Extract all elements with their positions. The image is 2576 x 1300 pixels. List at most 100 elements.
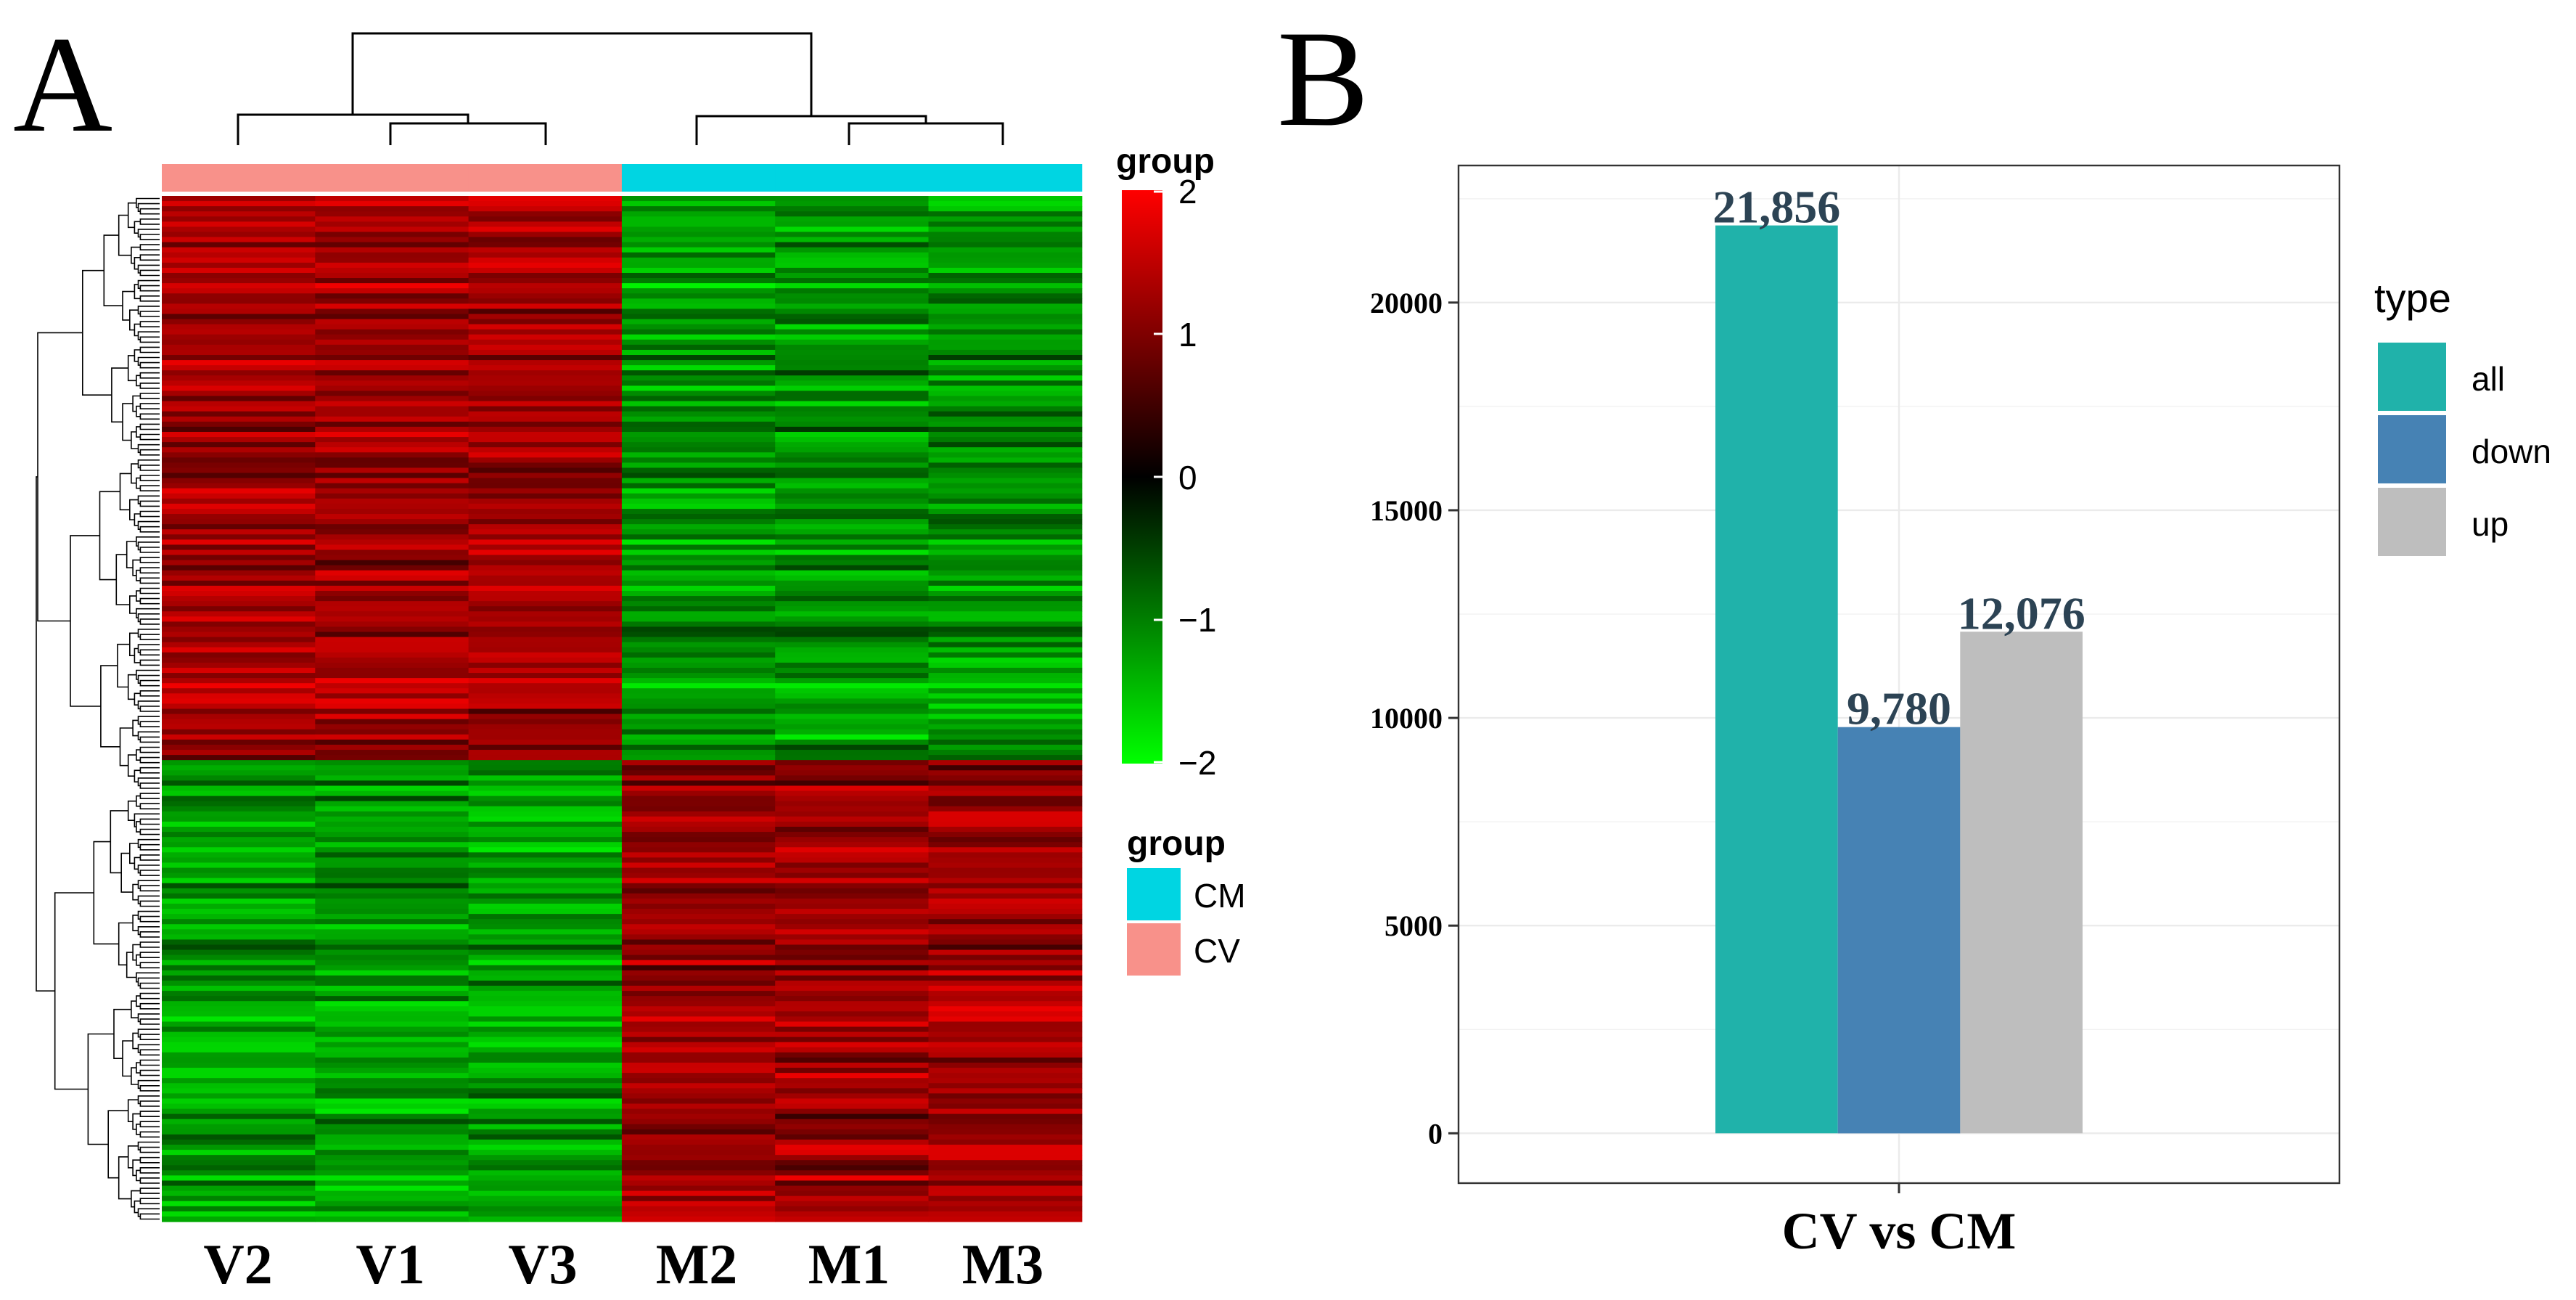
heatmap-column-labels: V2 V1 V3 M2 M1 M3 (203, 1232, 1043, 1296)
heatmap-cell (468, 1088, 623, 1094)
heatmap-cell (315, 467, 469, 474)
heatmap-cell (775, 401, 930, 407)
heatmap-cell (775, 339, 930, 346)
heatmap-cell (775, 447, 930, 453)
heatmap-cell (775, 903, 930, 909)
heatmap-cell (621, 1180, 776, 1187)
row-dendrogram-link (139, 931, 160, 938)
heatmap-cell (162, 801, 316, 807)
heatmap-cell (621, 308, 776, 315)
row-dendrogram-link (127, 674, 136, 700)
heatmap-cell (621, 909, 776, 915)
heatmap-cell (468, 898, 623, 904)
heatmap-cell (162, 698, 316, 705)
heatmap-cell (928, 498, 1083, 504)
row-dendrogram-link (110, 810, 128, 874)
heatmap-cell (162, 626, 316, 633)
heatmap-cell (162, 708, 316, 715)
heatmap-cell (468, 1026, 623, 1033)
row-dendrogram-link (139, 234, 160, 240)
heatmap-cell (621, 1088, 776, 1094)
heatmap-cell (621, 211, 776, 217)
heatmap-cell (468, 1134, 623, 1140)
heatmap-cell (928, 473, 1083, 479)
heatmap-cell (315, 975, 469, 981)
heatmap-cell (928, 893, 1083, 899)
heatmap-cell (162, 893, 316, 899)
heatmap-cell (928, 631, 1083, 638)
heatmap-cell (162, 657, 316, 663)
heatmap-cell (928, 1211, 1083, 1217)
heatmap-cell (315, 1165, 469, 1171)
heatmap-cell (621, 965, 776, 971)
heatmap-cell (162, 852, 316, 858)
heatmap-cell (775, 872, 930, 879)
heatmap-cell (468, 288, 623, 294)
heatmap-cell (928, 360, 1083, 366)
heatmap-cell (315, 939, 469, 946)
row-dendrogram-link (136, 590, 141, 602)
heatmap-cell (775, 580, 930, 586)
row-dendrogram-link (119, 727, 134, 766)
heatmap-cell (928, 1093, 1083, 1100)
heatmap-cell (315, 673, 469, 679)
heatmap-cell (928, 575, 1083, 581)
heatmap-cell (468, 939, 623, 946)
heatmap-cell (162, 498, 316, 504)
row-dendrogram-link (137, 880, 160, 889)
row-dendrogram-link (139, 1146, 160, 1153)
heatmap-cell (621, 493, 776, 499)
heatmap-cell (775, 1201, 930, 1207)
heatmap-cell (928, 1185, 1083, 1192)
heatmap-cell (468, 1113, 623, 1120)
bar-up (1960, 631, 2083, 1134)
heatmap-cell (315, 744, 469, 751)
heatmap-cell (162, 631, 316, 638)
heatmap-cell (162, 385, 316, 392)
heatmap-cell (315, 226, 469, 233)
row-dendrogram-link (139, 321, 160, 327)
heatmap-cell (468, 991, 623, 997)
row-dendrogram-link (139, 1111, 160, 1117)
heatmap-cell (315, 708, 469, 715)
heatmap-cell (315, 360, 469, 366)
row-dendrogram-link (137, 731, 160, 740)
heatmap-cell (315, 862, 469, 869)
heatmap-cell (315, 637, 469, 643)
heatmap-cell (162, 232, 316, 238)
heatmap-cell (621, 1011, 776, 1018)
row-dendrogram-link (139, 854, 160, 861)
heatmap-cell (621, 365, 776, 371)
colorbar-tick-label-neg1: −1 (1178, 601, 1216, 639)
heatmap-cell (162, 421, 316, 428)
heatmap-cell (775, 867, 930, 874)
heatmap-cell (775, 1216, 930, 1222)
heatmap-cell (468, 1119, 623, 1125)
heatmap-cell (775, 821, 930, 827)
heatmap-cell (468, 1124, 623, 1130)
heatmap-cell (315, 1134, 469, 1140)
heatmap-cell (315, 524, 469, 530)
heatmap-cell (928, 708, 1083, 715)
heatmap-cell (468, 826, 623, 833)
heatmap-cell (621, 591, 776, 597)
heatmap-cell (775, 272, 930, 279)
row-dendrogram-link (136, 749, 141, 761)
row-dendrogram-link (137, 977, 160, 986)
heatmap-cell (315, 821, 469, 827)
heatmap-cell (162, 396, 316, 402)
row-dendrogram-link (136, 669, 160, 680)
heatmap-cell (162, 529, 316, 535)
heatmap-cell (928, 642, 1083, 648)
heatmap-cell (162, 1190, 316, 1197)
heatmap-cell (928, 324, 1083, 330)
heatmap-cell (468, 734, 623, 740)
row-dendrogram-link (134, 257, 141, 270)
row-dendrogram-link (139, 557, 160, 563)
heatmap-cell (468, 883, 623, 889)
heatmap-cell (621, 580, 776, 586)
heatmap-cell (775, 616, 930, 622)
heatmap-cell (162, 642, 316, 648)
heatmap-cell (775, 842, 930, 848)
